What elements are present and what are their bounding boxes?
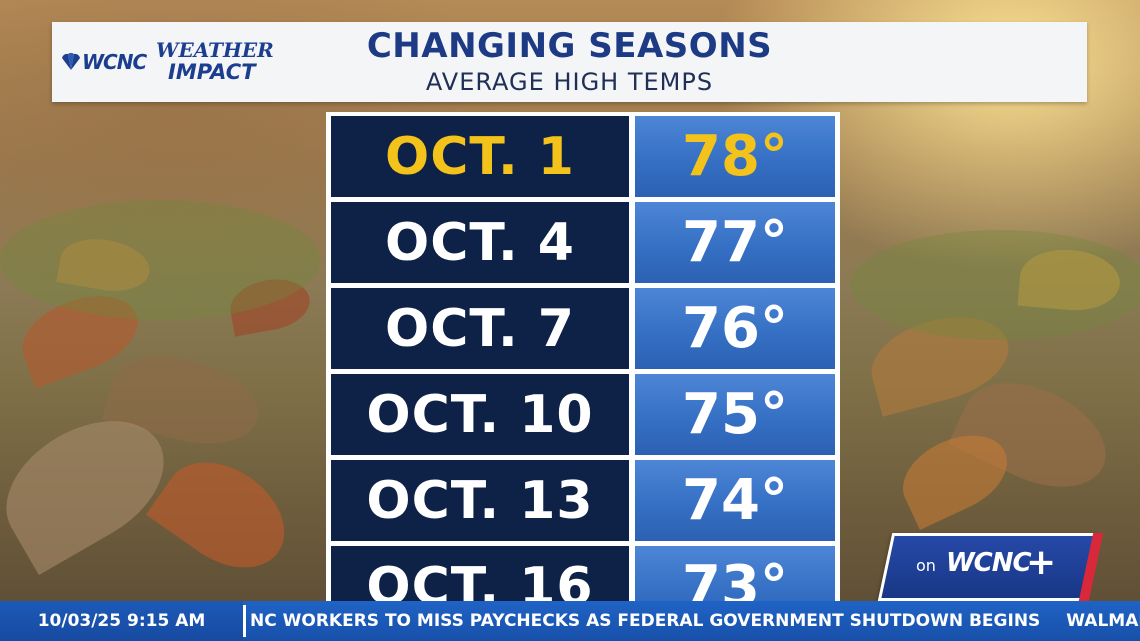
plus-icon: + (1026, 542, 1057, 583)
date-cell: OCT. 13 (331, 460, 629, 541)
temperature-cell: 78° (635, 116, 835, 197)
table-row: OCT. 13 74° (331, 460, 835, 541)
logo-wcnc-text: WCNC (82, 50, 147, 74)
header-banner: WCNC WEATHER IMPACT CHANGING SEASONS AVE… (52, 22, 1087, 102)
bug-brand-text: WCNC (946, 548, 1031, 578)
logo-impact-text: IMPACT (168, 60, 256, 84)
temperature-cell: 76° (635, 288, 835, 369)
table-row: OCT. 16 73° (331, 546, 835, 602)
temperature-cell: 73° (635, 546, 835, 602)
temperature-cell: 75° (635, 374, 835, 455)
ticker-headlines: NC WORKERS TO MISS PAYCHECKS AS FEDERAL … (250, 601, 1140, 641)
date-cell: OCT. 1 (331, 116, 629, 197)
temperature-cell: 77° (635, 202, 835, 283)
wcnc-weather-impact-logo: WCNC WEATHER IMPACT (60, 38, 310, 84)
page-title: CHANGING SEASONS (366, 26, 773, 66)
bug-on-text: on (916, 556, 936, 575)
logo-weather-text: WEATHER (156, 38, 274, 62)
ticker-divider (243, 605, 246, 637)
page-subtitle: AVERAGE HIGH TEMPS (425, 68, 714, 96)
date-cell: OCT. 7 (331, 288, 629, 369)
table-row: OCT. 4 77° (331, 202, 835, 283)
date-cell: OCT. 16 (331, 546, 629, 602)
temperature-table: OCT. 1 78° OCT. 4 77° OCT. 7 76° OCT. 10… (326, 112, 840, 602)
wcnc-plus-bug: on WCNC + (877, 533, 1104, 601)
temperature-cell: 74° (635, 460, 835, 541)
ticker-headline: WALMART COMMITS TO L (1066, 611, 1140, 631)
date-cell: OCT. 4 (331, 202, 629, 283)
news-ticker: 10/03/25 9:15 AM NC WORKERS TO MISS PAYC… (0, 601, 1140, 641)
ticker-timestamp: 10/03/25 9:15 AM (0, 601, 243, 641)
table-row: OCT. 7 76° (331, 288, 835, 369)
table-row: OCT. 10 75° (331, 374, 835, 455)
date-cell: OCT. 10 (331, 374, 629, 455)
ticker-headline: NC WORKERS TO MISS PAYCHECKS AS FEDERAL … (250, 611, 1041, 631)
peacock-icon (62, 53, 80, 70)
table-row: OCT. 1 78° (331, 116, 835, 197)
